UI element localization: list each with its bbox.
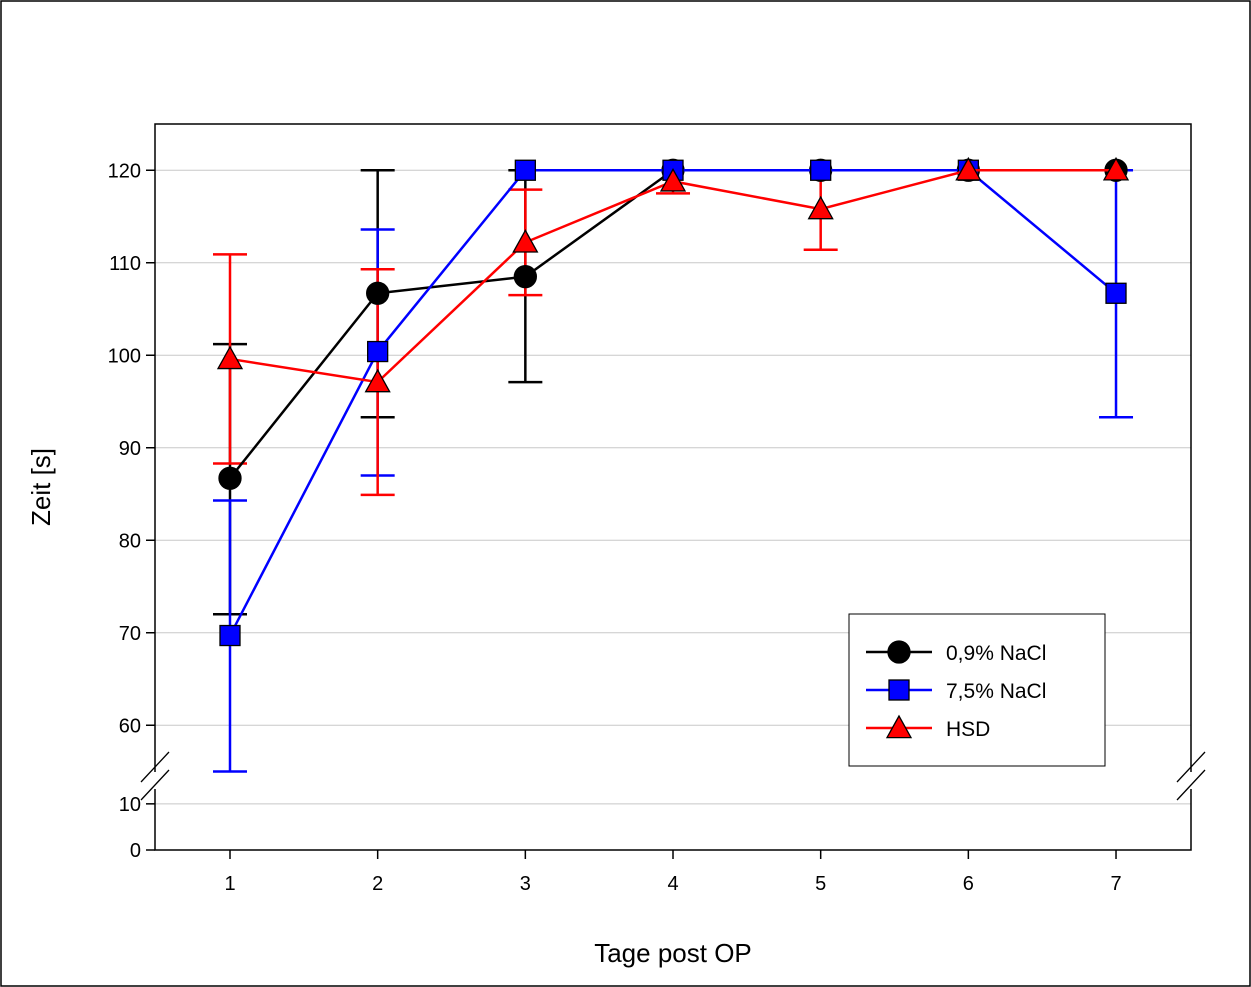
y-axis: 0 10 60 70 80 90 100 110 120	[108, 160, 155, 862]
x-tick-label: 7	[1110, 873, 1121, 895]
x-tick-label: 2	[372, 873, 383, 895]
y-tick-label: 70	[119, 623, 141, 645]
y-tick-label: 80	[119, 530, 141, 552]
y-tick-label: 120	[108, 160, 141, 182]
legend-label: 7,5% NaCl	[946, 680, 1046, 703]
series-line-group	[216, 156, 1130, 393]
x-tick-label: 3	[520, 873, 531, 895]
legend-label: 0,9% NaCl	[946, 642, 1046, 665]
x-tick-label: 6	[963, 873, 974, 895]
data-point	[810, 159, 832, 181]
data-point	[513, 264, 537, 289]
data-point	[219, 624, 241, 647]
axis-break-slash	[140, 769, 170, 801]
y-axis-title: Zeit [s]	[26, 448, 56, 526]
data-point	[1102, 156, 1130, 181]
axis-break-slash	[1176, 751, 1206, 783]
legend: 0,9% NaCl 7,5% NaCl HSD	[848, 613, 1106, 767]
y-tick-label: 100	[108, 345, 141, 367]
y-tick-label: 0	[130, 840, 141, 862]
legend-label: HSD	[946, 718, 990, 741]
series-layer	[213, 156, 1134, 773]
data-point	[514, 159, 536, 181]
data-point	[659, 168, 687, 192]
data-point	[366, 281, 390, 305]
legend-marker	[885, 714, 913, 739]
data-point	[364, 368, 391, 393]
data-point	[955, 156, 982, 181]
data-point	[216, 345, 244, 370]
data-point	[367, 340, 389, 363]
x-axis: 1 2 3 4 5 6 7	[224, 850, 1122, 895]
y-tick-label: 60	[119, 715, 141, 737]
data-point	[807, 195, 834, 220]
y-tick-label: 10	[119, 794, 141, 816]
x-tick-label: 5	[815, 873, 826, 895]
legend-marker	[888, 679, 910, 701]
axis-break-marks	[140, 751, 1206, 801]
x-tick-label: 1	[224, 873, 235, 895]
x-tick-label: 4	[667, 873, 678, 895]
legend-marker	[887, 640, 911, 664]
axis-break-gap-right	[1186, 772, 1198, 789]
data-point	[218, 466, 242, 490]
data-point	[512, 229, 539, 253]
axis-break-slash	[1176, 769, 1206, 801]
y-tick-label: 110	[109, 253, 141, 275]
x-axis-title: Tage post OP	[594, 938, 752, 968]
y-tick-label: 90	[119, 438, 141, 460]
data-point	[1105, 282, 1127, 304]
axis-break-slash	[140, 751, 170, 783]
